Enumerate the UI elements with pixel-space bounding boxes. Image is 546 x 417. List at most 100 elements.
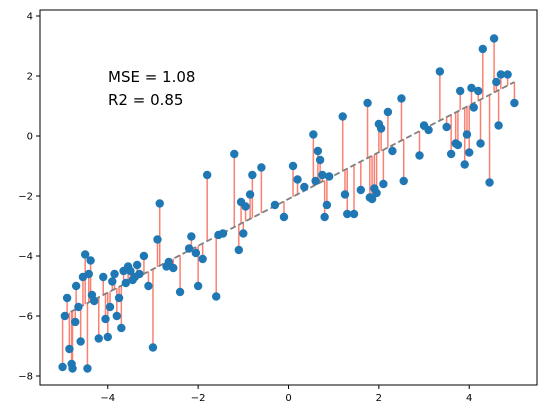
data-point: [376, 124, 386, 133]
x-axis-ticks: −4 −2 0 2 4: [100, 385, 472, 404]
data-point: [442, 122, 451, 132]
data-point: [76, 337, 85, 346]
y-tick-label: −6: [18, 312, 33, 323]
data-point: [469, 103, 478, 112]
data-point: [148, 343, 158, 352]
data-point: [313, 146, 323, 156]
data-point: [510, 98, 519, 108]
data-point: [462, 130, 472, 139]
data-point: [397, 94, 406, 103]
data-point: [293, 175, 302, 184]
data-point: [114, 293, 124, 303]
r2-annotation: R2 = 0.85: [108, 91, 183, 109]
data-point: [153, 235, 162, 244]
data-point: [424, 125, 433, 135]
residual-lines: [61, 38, 516, 369]
data-point: [218, 229, 228, 238]
data-point: [74, 302, 83, 312]
data-point: [121, 278, 131, 288]
y-tick-label: −8: [18, 372, 33, 383]
y-tick-label: 4: [27, 12, 33, 23]
data-point: [230, 149, 239, 159]
data-point: [175, 287, 185, 297]
y-tick-label: −4: [18, 252, 33, 263]
data-point: [103, 332, 112, 342]
data-point: [155, 199, 164, 208]
data-point: [62, 293, 72, 303]
data-point: [379, 179, 388, 189]
plot-frame: [39, 9, 538, 386]
data-point: [71, 317, 80, 327]
data-point: [363, 98, 372, 108]
data-point: [84, 269, 93, 279]
data-point: [193, 281, 203, 291]
data-point: [117, 323, 126, 333]
data-point: [446, 149, 456, 159]
data-point: [489, 34, 499, 43]
data-point: [212, 292, 221, 301]
data-point: [132, 260, 142, 270]
data-point: [187, 232, 196, 241]
data-point: [139, 251, 149, 261]
x-tick-label: 4: [466, 393, 472, 404]
data-point: [270, 200, 280, 210]
data-point: [343, 209, 352, 219]
data-point: [105, 302, 115, 312]
data-point: [318, 170, 327, 180]
data-point: [80, 250, 90, 259]
x-tick-label: −2: [191, 393, 206, 404]
data-point: [112, 311, 122, 321]
data-point: [71, 281, 81, 291]
data-point: [311, 176, 320, 186]
data-point: [239, 229, 248, 238]
x-tick-label: −4: [100, 393, 115, 404]
x-tick-label: 0: [285, 393, 291, 404]
data-point: [474, 86, 483, 96]
data-point: [349, 209, 359, 219]
data-point: [492, 77, 501, 87]
data-point: [164, 257, 173, 267]
y-tick-label: 2: [27, 72, 33, 83]
data-point: [135, 269, 144, 279]
data-point: [126, 266, 135, 276]
data-point: [435, 67, 445, 76]
data-point: [338, 112, 347, 121]
data-point: [288, 161, 298, 171]
data-point: [356, 185, 365, 195]
data-point: [315, 155, 325, 165]
data-point: [86, 256, 95, 265]
data-point: [99, 272, 108, 282]
data-point: [94, 334, 103, 343]
data-point: [340, 190, 350, 199]
data-point: [257, 163, 266, 172]
data-point: [383, 107, 393, 117]
data-point: [476, 139, 485, 148]
data-point: [324, 172, 334, 181]
data-point: [234, 245, 243, 255]
data-point: [388, 146, 397, 156]
data-point: [415, 151, 424, 160]
data-point: [101, 314, 110, 324]
data-point: [496, 70, 506, 79]
data-point: [198, 254, 207, 264]
data-point: [478, 44, 487, 54]
data-point: [169, 263, 178, 273]
data-point: [485, 178, 494, 187]
data-point: [191, 248, 201, 258]
data-point: [68, 364, 77, 373]
mse-annotation: MSE = 1.08: [108, 68, 195, 86]
data-point: [465, 148, 474, 157]
data-point: [245, 190, 255, 199]
data-point: [453, 140, 463, 150]
data-point: [241, 202, 250, 211]
y-tick-label: −2: [18, 192, 33, 203]
data-point: [320, 212, 329, 222]
data-point: [300, 182, 309, 192]
data-point: [144, 281, 153, 291]
data-point: [60, 311, 70, 321]
x-tick-label: 2: [376, 393, 382, 404]
data-point: [108, 277, 117, 286]
data-point: [279, 212, 289, 222]
data-point: [503, 70, 512, 79]
